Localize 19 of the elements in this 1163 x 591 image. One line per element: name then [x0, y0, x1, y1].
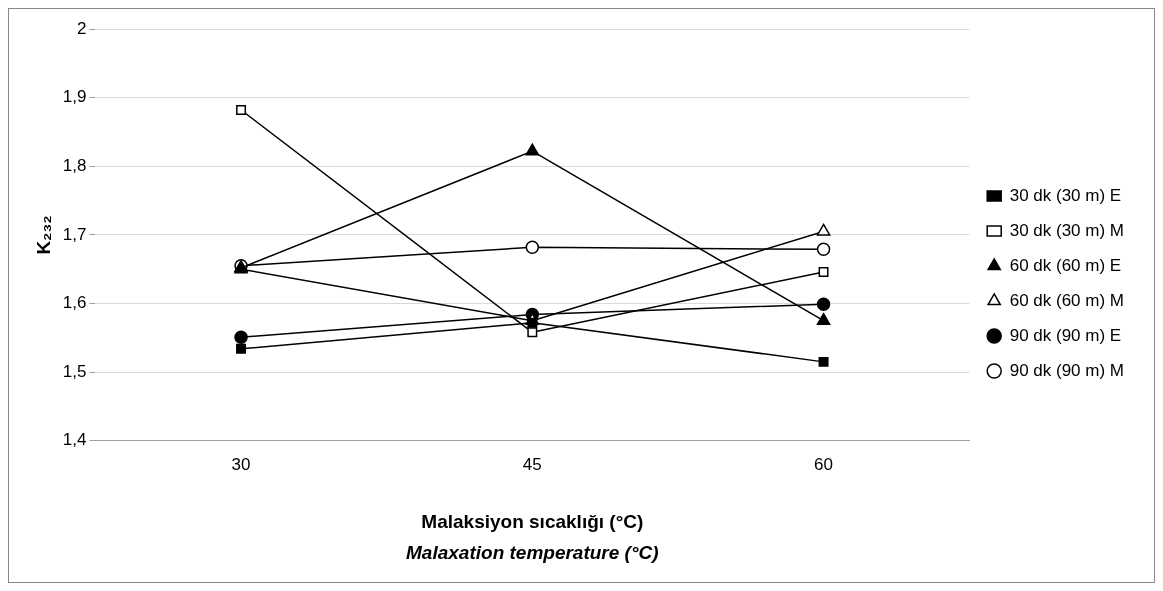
legend-label: 30 dk (30 m) E	[1009, 185, 1122, 205]
legend-label: 60 dk (60 m) M	[1009, 290, 1124, 310]
y-tick-label: 1,5	[62, 361, 87, 381]
y-tick-label: 1,8	[62, 155, 87, 175]
y-tick-label: 1,9	[62, 87, 87, 107]
x-tick-label: 45	[522, 454, 542, 474]
legend-label: 30 dk (30 m) M	[1009, 220, 1124, 240]
x-tick-label: 30	[231, 454, 251, 474]
legend-label: 90 dk (90 m) M	[1009, 360, 1124, 380]
y-axis-title: K₂₃₂	[32, 215, 54, 255]
legend-label: 90 dk (90 m) E	[1009, 325, 1122, 345]
legend-label: 60 dk (60 m) E	[1009, 255, 1122, 275]
y-tick-label: 1,6	[62, 293, 87, 313]
x-axis-title: Malaksiyon sıcaklığı (°C)	[421, 510, 644, 532]
x-tick-label: 60	[814, 454, 834, 474]
text: Malaxation temperature (°C)	[406, 541, 659, 563]
y-tick-label: 1,7	[62, 224, 87, 244]
y-tick-label: 2	[76, 18, 87, 38]
y-tick-label: 1,4	[62, 430, 87, 450]
